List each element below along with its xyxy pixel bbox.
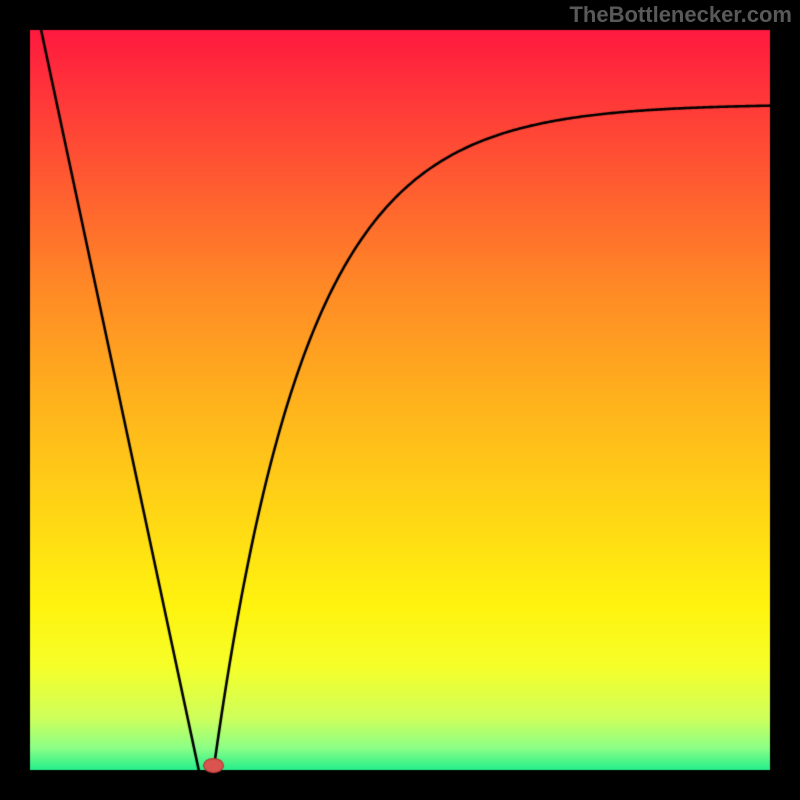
bottleneck-curve-chart — [0, 0, 800, 800]
chart-container: TheBottlenecker.com — [0, 0, 800, 800]
